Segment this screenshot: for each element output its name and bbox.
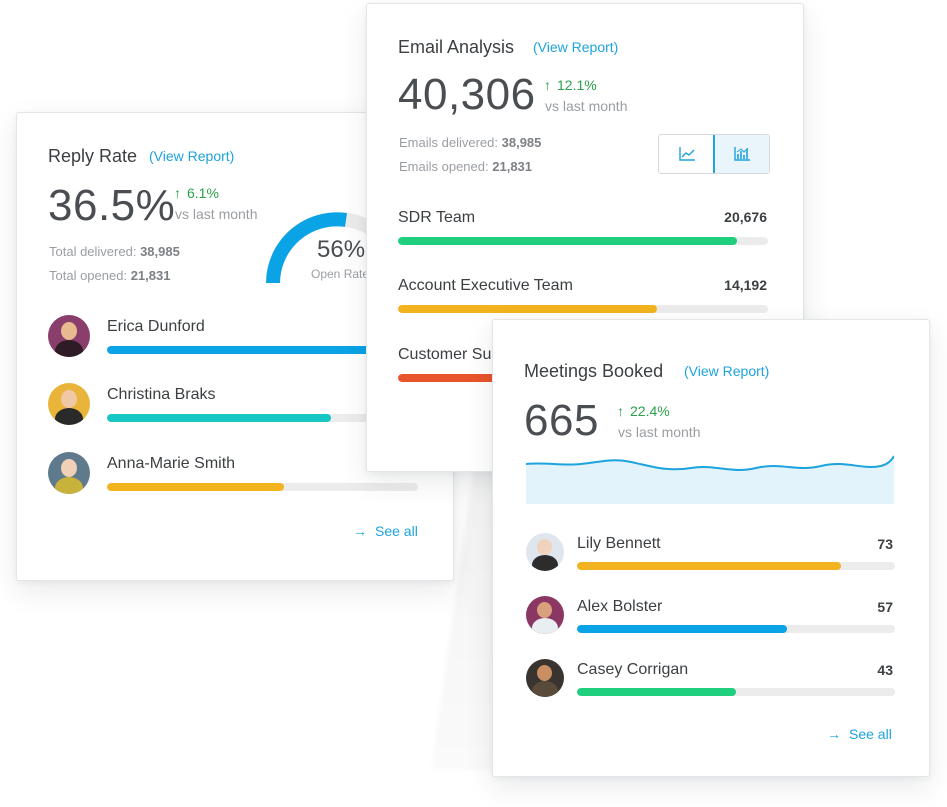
card-title: Email Analysis — [398, 37, 515, 57]
avatar — [48, 315, 90, 357]
avatar — [48, 452, 90, 494]
arrow-right-icon: → — [353, 523, 367, 539]
card-title: Reply Rate — [48, 146, 138, 166]
avatar — [526, 659, 564, 697]
arrow-right-icon: → — [827, 726, 841, 742]
progress-track — [107, 483, 418, 491]
progress-fill — [398, 305, 657, 313]
person-name: Casey Corrigan — [577, 661, 689, 678]
meetings-count-value: 665 — [524, 396, 599, 445]
progress-fill — [398, 374, 565, 382]
bar-chart-view-button[interactable] — [713, 135, 769, 173]
delta-value: 12.1% — [557, 77, 597, 93]
meetings-booked-card: Meetings Booked (View Report) 665 ↑ 22.4%… — [492, 319, 930, 777]
team-name: Customer Su — [398, 346, 492, 363]
emails-opened: Emails opened: 21,831 — [399, 159, 533, 174]
delta-badge: ↑ 22.4% — [617, 403, 670, 419]
card-title: Meetings Booked — [524, 361, 664, 381]
delta-value: 22.4% — [630, 403, 670, 419]
team-value: 20,676 — [724, 209, 767, 225]
emails-delivered: Emails delivered: 38,985 — [399, 135, 542, 150]
total-opened: Total opened: 21,831 — [49, 268, 171, 283]
comparison-label: vs last month — [545, 98, 628, 114]
delta-value: 6.1% — [187, 185, 219, 201]
person-value: 57 — [877, 599, 893, 615]
view-report-link[interactable]: (View Report) — [533, 39, 619, 55]
delta-badge: ↑ 6.1% — [174, 185, 219, 201]
progress-fill — [398, 237, 737, 245]
person-value: 43 — [877, 662, 893, 678]
person-name: Lily Bennett — [577, 535, 661, 552]
see-all-link[interactable]: → See all — [353, 523, 418, 539]
comparison-label: vs last month — [175, 206, 258, 222]
team-value: 14,192 — [724, 277, 767, 293]
progress-fill — [577, 562, 841, 570]
progress-track — [577, 688, 895, 696]
avatar — [48, 383, 90, 425]
reply-rate-value: 36.5% — [48, 181, 176, 230]
progress-track — [577, 625, 895, 633]
person-name: Alex Bolster — [577, 598, 663, 615]
arrow-up-icon: ↑ — [544, 77, 551, 93]
email-count-value: 40,306 — [398, 70, 536, 119]
meetings-trend-sparkline — [526, 455, 894, 504]
person-name: Erica Dunford — [107, 318, 205, 335]
progress-track — [107, 414, 427, 422]
chart-view-toggle — [658, 134, 770, 174]
line-chart-view-button[interactable] — [659, 135, 714, 173]
delta-badge: ↑ 12.1% — [544, 77, 597, 93]
progress-fill — [107, 483, 285, 491]
gauge-label: Open Rate — [311, 267, 370, 281]
progress-fill — [577, 625, 787, 633]
arrow-up-icon: ↑ — [617, 403, 624, 419]
person-name: Christina Braks — [107, 386, 216, 403]
avatar — [526, 596, 564, 634]
team-name: SDR Team — [398, 209, 476, 226]
see-all-link[interactable]: → See all — [827, 726, 892, 742]
progress-track — [107, 346, 427, 354]
comparison-label: vs last month — [618, 424, 701, 440]
person-name: Anna-Marie Smith — [107, 455, 236, 472]
view-report-link[interactable]: (View Report) — [149, 148, 235, 164]
person-value: 73 — [877, 536, 893, 552]
line-chart-icon — [678, 147, 695, 161]
arrow-up-icon: ↑ — [174, 185, 181, 201]
bar-chart-icon — [734, 147, 750, 161]
progress-fill — [577, 688, 736, 696]
team-name: Account Executive Team — [398, 277, 573, 294]
progress-track — [577, 562, 895, 570]
progress-fill — [107, 414, 331, 422]
progress-track — [398, 305, 768, 313]
avatar — [526, 533, 564, 571]
gauge-value: 56% — [317, 236, 366, 263]
view-report-link[interactable]: (View Report) — [684, 363, 770, 379]
progress-track — [398, 237, 768, 245]
total-delivered: Total delivered: 38,985 — [49, 244, 180, 259]
progress-fill — [107, 346, 427, 354]
